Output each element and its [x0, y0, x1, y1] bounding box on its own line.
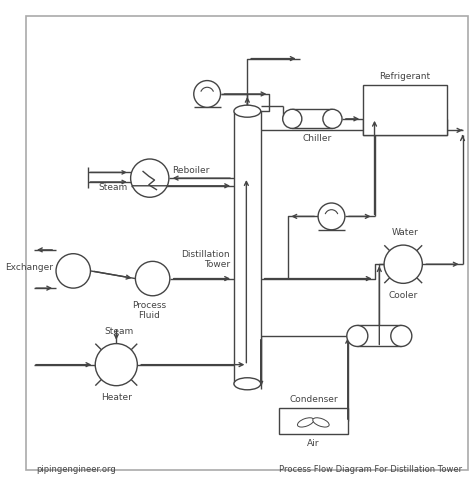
Text: Refrigerant: Refrigerant	[380, 72, 431, 81]
Bar	[292, 109, 332, 128]
Circle shape	[318, 203, 345, 230]
Text: Process Flow Diagram For Distillation Tower: Process Flow Diagram For Distillation To…	[279, 465, 463, 474]
Ellipse shape	[298, 418, 314, 427]
Bar	[279, 408, 348, 434]
Ellipse shape	[234, 105, 261, 117]
Circle shape	[194, 81, 220, 107]
Text: pipingengineer.org: pipingengineer.org	[36, 465, 116, 474]
Text: Steam: Steam	[99, 183, 128, 192]
Text: Exchanger: Exchanger	[5, 263, 53, 272]
Text: Air: Air	[307, 439, 319, 448]
Circle shape	[384, 245, 422, 284]
Circle shape	[131, 159, 169, 197]
Ellipse shape	[391, 326, 412, 346]
Text: Condenser: Condenser	[289, 395, 337, 404]
Text: Water: Water	[392, 228, 419, 238]
Ellipse shape	[234, 378, 261, 390]
Circle shape	[56, 254, 91, 288]
Ellipse shape	[283, 109, 302, 128]
Text: Chiller: Chiller	[302, 134, 332, 143]
Bar	[357, 326, 401, 346]
Circle shape	[136, 261, 170, 296]
Text: Cooler: Cooler	[389, 291, 418, 300]
Bar	[234, 111, 261, 384]
Ellipse shape	[313, 418, 329, 427]
Circle shape	[95, 344, 137, 386]
Ellipse shape	[347, 326, 368, 346]
Bar	[363, 85, 447, 135]
Text: Distillation
Tower: Distillation Tower	[182, 250, 230, 269]
Text: Heater: Heater	[101, 393, 132, 402]
Text: Reboiler: Reboiler	[172, 166, 209, 175]
Text: Process
Fluid: Process Fluid	[132, 300, 166, 320]
Text: Steam: Steam	[105, 327, 134, 336]
Ellipse shape	[323, 109, 342, 128]
